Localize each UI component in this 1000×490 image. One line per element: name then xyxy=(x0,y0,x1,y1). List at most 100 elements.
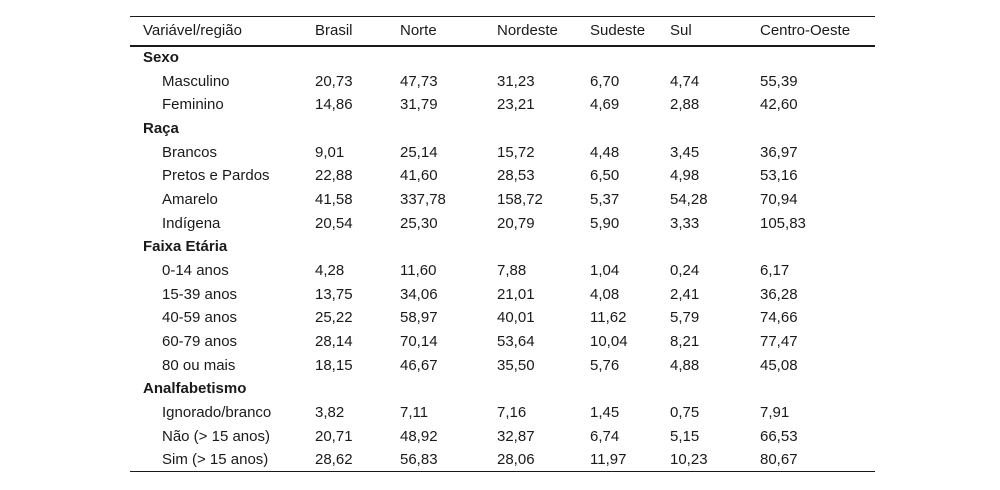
value-cell: 0,24 xyxy=(670,262,700,280)
value-cell: 20,54 xyxy=(315,214,353,232)
row-label: 15-39 anos xyxy=(162,285,238,303)
value-cell: 7,11 xyxy=(400,404,429,422)
value-cell: 11,60 xyxy=(400,262,437,280)
value-cell: 25,14 xyxy=(400,143,438,161)
value-cell: 5,15 xyxy=(670,427,700,445)
column-header-nordeste: Nordeste xyxy=(497,22,558,40)
value-cell: 6,17 xyxy=(760,262,790,280)
row-label: 0-14 anos xyxy=(162,262,229,280)
column-header-sul: Sul xyxy=(670,22,692,40)
row-label: Sim (> 15 anos) xyxy=(162,451,269,469)
column-header-variable-region: Variável/região xyxy=(143,22,242,40)
value-cell: 4,74 xyxy=(670,72,700,90)
value-cell: 4,88 xyxy=(670,356,700,374)
value-cell: 15,72 xyxy=(497,143,535,161)
value-cell: 66,53 xyxy=(760,427,798,445)
row-label: Amarelo xyxy=(162,190,218,208)
value-cell: 55,39 xyxy=(760,72,798,90)
value-cell: 53,16 xyxy=(760,167,798,185)
value-cell: 36,97 xyxy=(760,143,798,161)
table-row: Sim (> 15 anos) 28,62 56,83 28,06 11,97 10,23… xyxy=(130,448,875,472)
table-row: 0-14 anos 4,28 11,60 7,88 1,04 0,24 6,17 xyxy=(130,259,875,283)
section-header-row: Sexo xyxy=(130,46,875,70)
row-label: Indígena xyxy=(162,214,221,232)
value-cell: 9,01 xyxy=(315,143,345,161)
value-cell: 23,21 xyxy=(497,96,535,114)
row-label: Ignorado/branco xyxy=(162,404,272,422)
statistics-table: Variável/região Brasil Norte Nordeste Su… xyxy=(130,16,875,473)
value-cell: 105,83 xyxy=(760,214,806,232)
value-cell: 6,50 xyxy=(590,167,620,185)
row-label: Feminino xyxy=(162,96,224,114)
value-cell: 0,75 xyxy=(670,404,700,422)
value-cell: 7,16 xyxy=(497,404,527,422)
value-cell: 3,45 xyxy=(670,143,700,161)
table-container: Variável/região Brasil Norte Nordeste Su… xyxy=(130,16,875,473)
table-row: Não (> 15 anos) 20,71 48,92 32,87 6,74 5,15 66… xyxy=(130,425,875,449)
value-cell: 20,71 xyxy=(315,427,353,445)
value-cell: 48,92 xyxy=(400,427,438,445)
row-label: Não (> 15 anos) xyxy=(162,427,270,445)
table-row: Brancos 9,01 25,14 15,72 4,48 3,45 36,97 xyxy=(130,140,875,164)
value-cell: 4,98 xyxy=(670,167,700,185)
value-cell: 31,79 xyxy=(400,96,438,114)
value-cell: 4,48 xyxy=(590,143,620,161)
table-row: Masculino 20,73 47,73 31,23 6,70 4,74 55,39 xyxy=(130,69,875,93)
value-cell: 47,73 xyxy=(400,72,438,90)
value-cell: 25,22 xyxy=(315,309,353,327)
row-label: Brancos xyxy=(162,143,218,161)
value-cell: 7,88 xyxy=(497,262,527,280)
value-cell: 54,28 xyxy=(670,190,708,208)
value-cell: 1,45 xyxy=(590,404,620,422)
value-cell: 5,76 xyxy=(590,356,620,374)
value-cell: 25,30 xyxy=(400,214,438,232)
header-row: Variável/região Brasil Norte Nordeste Su… xyxy=(130,17,875,46)
value-cell: 1,04 xyxy=(590,262,620,280)
table-row: 60-79 anos 28,14 70,14 53,64 10,04 8,21 77,47 xyxy=(130,330,875,354)
value-cell: 21,01 xyxy=(497,285,535,303)
value-cell: 74,66 xyxy=(760,309,798,327)
value-cell: 28,62 xyxy=(315,451,353,469)
value-cell: 28,53 xyxy=(497,167,535,185)
table-row: Ignorado/branco 3,82 7,11 7,16 1,45 0,75 7,91 xyxy=(130,401,875,425)
value-cell: 56,83 xyxy=(400,451,438,469)
value-cell: 14,86 xyxy=(315,96,353,114)
column-header-sudeste: Sudeste xyxy=(590,22,646,40)
value-cell: 11,97 xyxy=(590,451,627,469)
row-label: Pretos e Pardos xyxy=(162,167,270,185)
section-title: Analfabetismo xyxy=(143,380,247,398)
value-cell: 41,58 xyxy=(315,190,353,208)
table-row: Indígena 20,54 25,30 20,79 5,90 3,33 105,83 xyxy=(130,211,875,235)
value-cell: 40,01 xyxy=(497,309,535,327)
value-cell: 2,41 xyxy=(670,285,700,303)
table-row: 80 ou mais 18,15 46,67 35,50 5,76 4,88 45,08 xyxy=(130,353,875,377)
value-cell: 13,75 xyxy=(315,285,353,303)
value-cell: 6,74 xyxy=(590,427,620,445)
column-header-norte: Norte xyxy=(400,22,437,40)
value-cell: 6,70 xyxy=(590,72,620,90)
section-title: Faixa Etária xyxy=(143,238,228,256)
value-cell: 28,14 xyxy=(315,333,353,351)
value-cell: 4,69 xyxy=(590,96,620,114)
table-row: Feminino 14,86 31,79 23,21 4,69 2,88 42,60 xyxy=(130,93,875,117)
value-cell: 45,08 xyxy=(760,356,798,374)
table-row: Amarelo 41,58 337,78 158,72 5,37 54,28 70,94 xyxy=(130,188,875,212)
section-title: Sexo xyxy=(143,49,179,67)
value-cell: 77,47 xyxy=(760,333,798,351)
table-row: 40-59 anos 25,22 58,97 40,01 11,62 5,79 74,66 xyxy=(130,306,875,330)
value-cell: 8,21 xyxy=(670,333,700,351)
row-label: 60-79 anos xyxy=(162,333,238,351)
value-cell: 10,04 xyxy=(590,333,628,351)
value-cell: 4,28 xyxy=(315,262,345,280)
value-cell: 28,06 xyxy=(497,451,535,469)
value-cell: 70,94 xyxy=(760,190,798,208)
table-row: 15-39 anos 13,75 34,06 21,01 4,08 2,41 36,28 xyxy=(130,282,875,306)
section-header-row: Analfabetismo xyxy=(130,377,875,401)
value-cell: 22,88 xyxy=(315,167,353,185)
section-title: Raça xyxy=(143,119,179,137)
value-cell: 337,78 xyxy=(400,190,446,208)
value-cell: 32,87 xyxy=(497,427,535,445)
column-header-brasil: Brasil xyxy=(315,22,353,40)
value-cell: 31,23 xyxy=(497,72,535,90)
